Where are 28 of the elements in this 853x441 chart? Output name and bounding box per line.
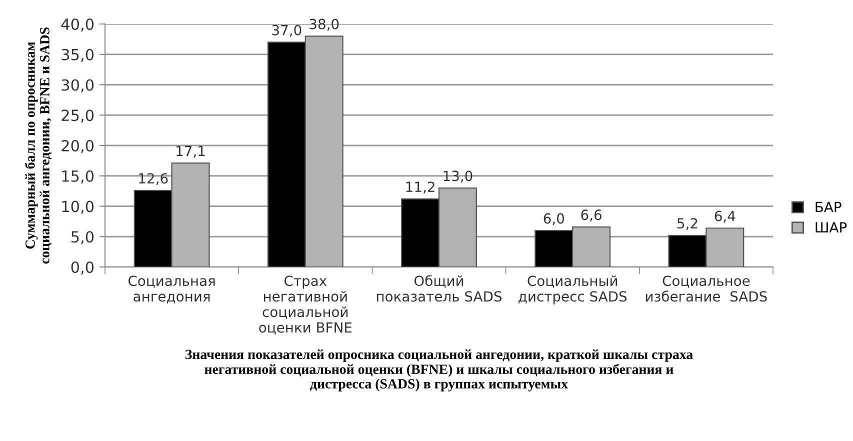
data-label: 12,6 [139,173,168,186]
x-tick-label: Социальная ангедония [128,276,215,304]
data-label: 38,0 [310,18,339,31]
x-tick-label: Общий показатель SADS [376,275,502,302]
legend-label: БАР [816,202,842,212]
legend-label: ШАР [816,222,847,232]
y-tick-label: 0,0 [71,261,94,275]
x-tick-label: Социальный дистресс SADS [518,275,627,304]
y-tick-label: 30,0 [62,79,94,92]
y-tick-label: 20,0 [62,140,94,154]
y-tick-label: 25,0 [62,110,94,123]
data-label: 6,4 [714,210,736,223]
y-tick-label: 35,0 [62,48,94,62]
y-tick-label: 15,0 [62,170,94,184]
data-label: 5,2 [678,218,698,230]
y-tick-label: 40,0 [61,18,94,32]
y-tick-label: 5,0 [71,231,94,244]
y-axis-title: Суммарный балл по опросникам социальной ангедонии, BFNE и SADS [24,28,52,264]
data-label: 6,0 [544,213,564,226]
data-label: 37,0 [272,24,302,37]
data-label: 17,1 [176,146,205,158]
x-tick-label: Страх негативной социальной оценки BFNE [259,276,352,334]
y-tick-label: 10,0 [62,200,94,214]
data-label: 6,6 [581,210,602,222]
data-label: 11,2 [406,182,434,194]
x-axis-title: Значения показателей опросника социальной ангедонии, краткой шкалы страха негативной социальной оценки (BFNE) и шкалы социального избегания и дистресса (SADS) в группах испытуемых [186,349,693,392]
x-tick-label: Социальное избегание SADS [646,276,767,302]
data-label: 13,0 [444,170,472,183]
